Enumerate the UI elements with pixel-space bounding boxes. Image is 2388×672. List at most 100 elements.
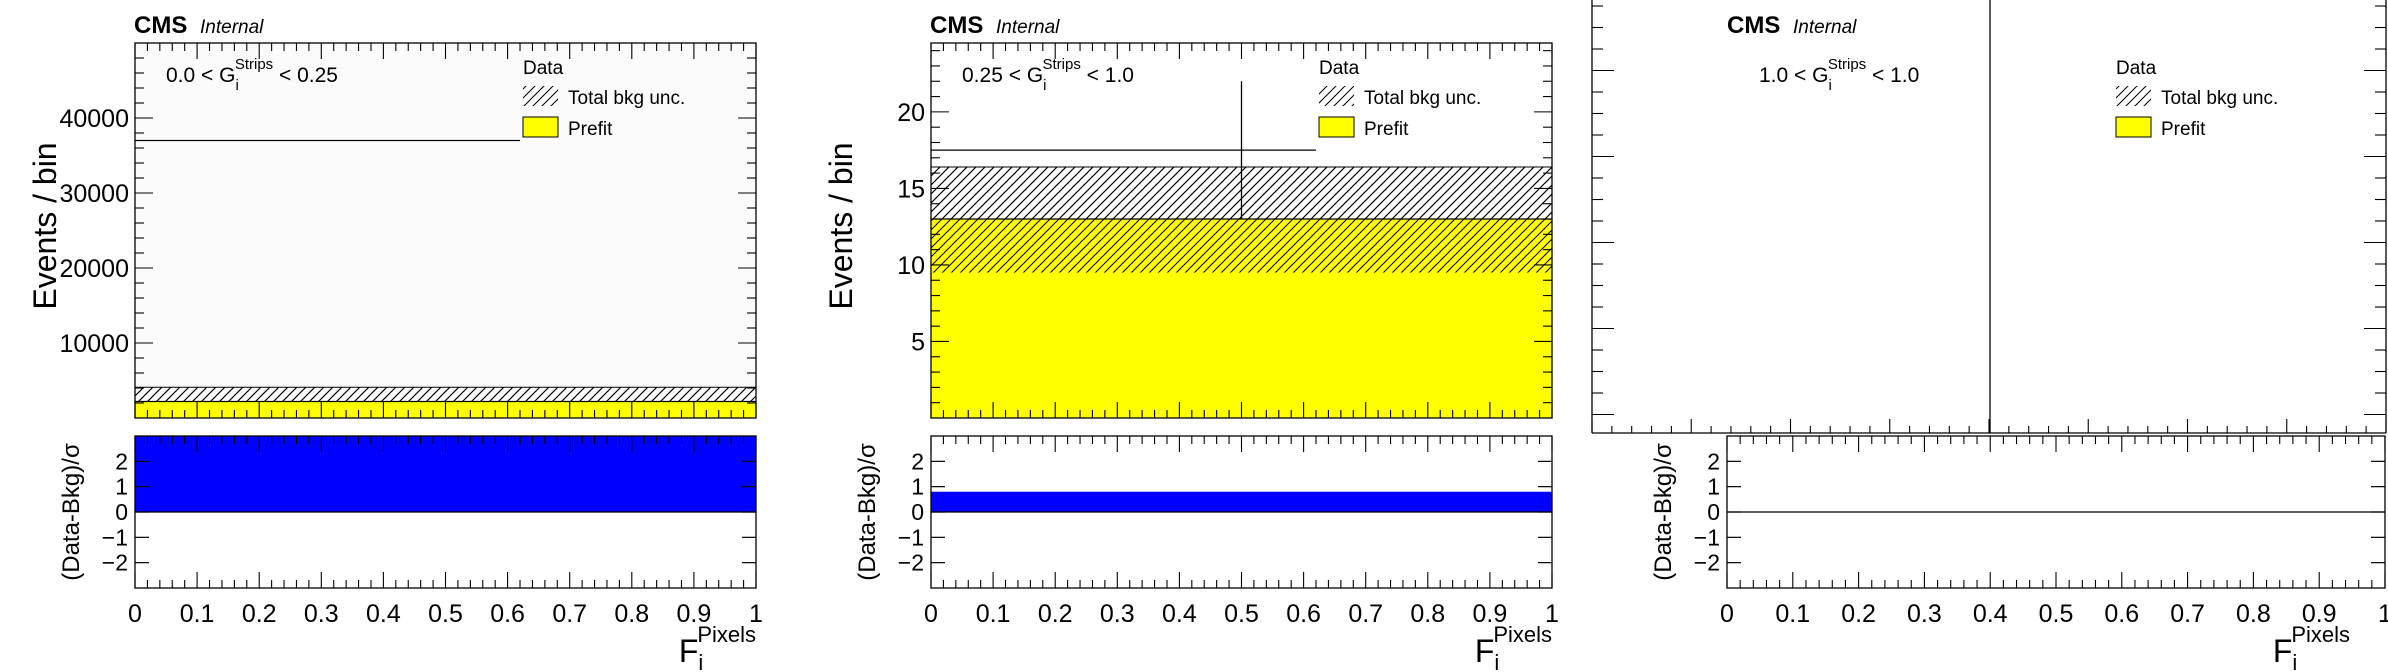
cms-label: CMS <box>1727 12 1780 39</box>
cms-sublabel: Internal <box>996 17 1060 38</box>
legend-prefit-swatch <box>2115 116 2152 138</box>
y-tick-label: 10 <box>897 252 925 280</box>
legend-prefit-swatch <box>1318 116 1355 138</box>
axis-ticks <box>1591 5 2387 433</box>
legend-data-label: Data <box>1319 58 1360 79</box>
ratio-tick-label: 2 <box>911 448 924 474</box>
ratio-tick-label: −1 <box>1694 524 1720 550</box>
ratio-tick-label: 0 <box>115 499 128 525</box>
x-axis-label: FiPixels <box>2273 622 2350 672</box>
x-tick-label: 0.4 <box>1162 600 1197 628</box>
x-tick-label: 0.3 <box>1100 600 1135 628</box>
cms-label: CMS <box>134 12 187 39</box>
legend-data-label: Data <box>2116 58 2157 79</box>
main-pad: 10000 20000 30000 40000 Events / bin 0.0 < … <box>27 42 757 419</box>
legend-unc-label: Total bkg unc. <box>1364 88 1481 109</box>
legend-prefit-swatch <box>522 116 559 138</box>
legend: Data Total bkg unc. Prefit <box>1318 58 1481 140</box>
x-tick-label: 0.9 <box>2302 600 2337 628</box>
x-tick-label: 0.4 <box>1973 600 2008 628</box>
x-tick-label: 0.1 <box>1775 600 1810 628</box>
ratio-bar <box>931 491 1552 512</box>
ratio-tick-label: −1 <box>898 524 924 550</box>
y-tick-label: 15 <box>897 175 925 203</box>
x-tick-label: 0.7 <box>552 600 587 628</box>
main-frame <box>930 42 1553 419</box>
legend-data-label: Data <box>523 58 564 79</box>
prefit-bar-hatch <box>135 387 756 402</box>
x-tick-label: 0 <box>924 600 938 628</box>
x-ticks: 0 0.1 0.2 0.3 0.4 0.5 0.6 0.7 0.8 0.9 1 <box>924 436 1559 628</box>
cms-sublabel: Internal <box>200 17 264 38</box>
x-tick-label: 0.4 <box>366 600 401 628</box>
x-tick-label: 1 <box>2378 600 2388 628</box>
x-tick-label: 0.3 <box>304 600 339 628</box>
x-ticks-top <box>930 43 1553 418</box>
y-axis-label: Events / bin <box>823 142 859 309</box>
main-pad: 5 10 15 20 Events / bin 0.25 < GiStrips < 1… <box>823 42 1553 419</box>
ratio-tick-label: 0 <box>1707 499 1720 525</box>
x-tick-label: 0.2 <box>242 600 277 628</box>
region-label: 0.0 < GiStrips < 0.25 <box>166 56 338 94</box>
x-tick-label: 0.8 <box>1410 600 1445 628</box>
x-ticks: 0 0.1 0.2 0.3 0.4 0.5 0.6 0.7 0.8 0.9 1 <box>128 436 763 628</box>
x-tick-label: 0.9 <box>677 600 712 628</box>
ratio-tick-label: 0 <box>911 499 924 525</box>
x-tick-label: 1 <box>749 600 763 628</box>
ratio-tick-label: −2 <box>102 550 128 576</box>
ratio-frame <box>930 435 1553 589</box>
legend-unc-label: Total bkg unc. <box>2161 88 2278 109</box>
x-tick-label: 0.1 <box>180 600 215 628</box>
x-axis-label: FiPixels <box>1475 622 1552 672</box>
x-tick-label: 0.6 <box>2104 600 2139 628</box>
ratio-y-axis-label: (Data-Bkg)/σ <box>58 443 85 581</box>
x-axis-label: FiPixels <box>679 622 756 672</box>
legend-unc-swatch <box>1319 86 1354 106</box>
x-ticks-top <box>134 43 757 418</box>
x-tick-label: 0.6 <box>490 600 525 628</box>
main-frame <box>134 42 757 419</box>
ratio-tick-label: 1 <box>115 474 128 500</box>
ratio-y-axis-label: (Data-Bkg)/σ <box>1650 443 1677 581</box>
x-tick-label: 0.9 <box>1473 600 1508 628</box>
x-tick-label: 0.2 <box>1038 600 1073 628</box>
ratio-tick-label: −2 <box>898 550 924 576</box>
ratio-tick-label: 1 <box>1707 474 1720 500</box>
y-tick-label: 40000 <box>59 105 129 133</box>
x-tick-label: 0.5 <box>428 600 463 628</box>
ratio-frame <box>1726 435 2386 589</box>
x-tick-label: 1 <box>1545 600 1559 628</box>
y-axis-label: Events / bin <box>27 142 63 309</box>
x-tick-label: 0.1 <box>976 600 1011 628</box>
legend-prefit-label: Prefit <box>1364 119 1409 140</box>
y-tick-label: 10000 <box>59 330 129 358</box>
ratio-frame <box>134 435 757 589</box>
y-ticks: 5 10 15 20 <box>897 50 1552 404</box>
legend-unc-swatch <box>523 86 558 106</box>
cms-label: CMS <box>930 12 983 39</box>
legend-prefit-label: Prefit <box>568 119 613 140</box>
y-tick-label: 20000 <box>59 255 129 283</box>
cms-sublabel: Internal <box>1793 17 1857 38</box>
ratio-tick-label: 1 <box>911 474 924 500</box>
ratio-y-axis-label: (Data-Bkg)/σ <box>854 443 881 581</box>
panel-3: CMS Internal 1.0 < GiStrips < 1.0 Data T… <box>1591 0 2388 672</box>
x-tick-label: 0.7 <box>2170 600 2205 628</box>
legend-unc-label: Total bkg unc. <box>568 88 685 109</box>
x-tick-label: 0 <box>1720 600 1734 628</box>
x-ticks: 0 0.1 0.2 0.3 0.4 0.5 0.6 0.7 0.8 0.9 1 <box>1720 436 2388 628</box>
region-label: 1.0 < GiStrips < 1.0 <box>1759 56 1919 94</box>
ratio-tick-label: 2 <box>115 448 128 474</box>
ratio-tick-label: 2 <box>1707 448 1720 474</box>
x-tick-label: 0.8 <box>2236 600 2271 628</box>
legend-unc-swatch <box>2116 86 2151 106</box>
x-tick-label: 0.8 <box>614 600 649 628</box>
legend-prefit-label: Prefit <box>2161 119 2206 140</box>
